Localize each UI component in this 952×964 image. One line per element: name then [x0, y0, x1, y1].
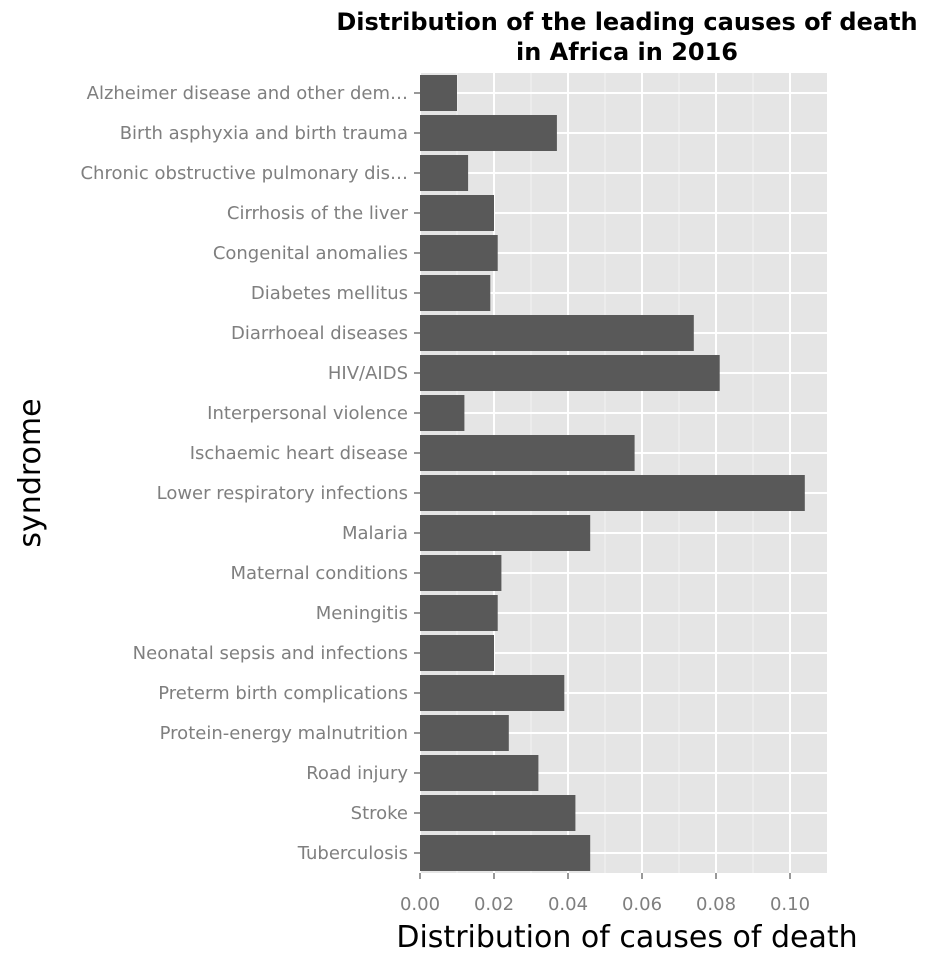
y-tick-label: Meningitis: [316, 603, 408, 624]
y-tick-label: Congenital anomalies: [213, 243, 408, 264]
y-tick-label: Interpersonal violence: [207, 403, 408, 424]
bar: [420, 595, 498, 631]
bar: [420, 515, 591, 551]
y-tick-label: Protein-energy malnutrition: [160, 723, 408, 744]
bar: [420, 715, 509, 751]
y-tick-label: Neonatal sepsis and infections: [133, 643, 408, 664]
y-tick-label: Lower respiratory infections: [157, 483, 408, 504]
x-tick-label: 0.10: [770, 894, 810, 915]
y-tick-label: Chronic obstructive pulmonary dis…: [80, 163, 408, 184]
y-tick-label: Stroke: [351, 803, 408, 824]
bar: [420, 555, 502, 591]
y-tick-label: Alzheimer disease and other dem…: [87, 83, 408, 104]
x-tick-label: 0.04: [548, 894, 588, 915]
y-tick-label: Preterm birth complications: [158, 683, 408, 704]
bar: [420, 155, 469, 191]
x-tick-label: 0.08: [696, 894, 736, 915]
y-tick-label: HIV/AIDS: [328, 363, 408, 384]
x-tick-label: 0.00: [400, 894, 440, 915]
y-tick-label: Tuberculosis: [297, 843, 408, 864]
bar: [420, 675, 565, 711]
x-tick-label: 0.02: [474, 894, 514, 915]
x-axis-title: Distribution of causes of death: [396, 920, 857, 955]
plot-panel: [420, 73, 827, 873]
y-tick-label: Birth asphyxia and birth trauma: [120, 123, 408, 144]
y-tick-label: Malaria: [342, 523, 408, 544]
chart-title-line-1: Distribution of the leading causes of de…: [336, 8, 917, 36]
bar: [420, 755, 539, 791]
y-axis-title: syndrome: [13, 398, 48, 547]
bar: [420, 315, 694, 351]
y-tick-label: Maternal conditions: [230, 563, 408, 584]
bar: [420, 75, 457, 111]
bar: [420, 275, 491, 311]
bar: [420, 835, 591, 871]
bar: [420, 635, 494, 671]
y-tick-label: Diarrhoeal diseases: [231, 323, 408, 344]
bar: [420, 115, 557, 151]
x-axis-ticks: 0.00 0.02 0.04 0.06 0.08 0.10: [400, 873, 810, 915]
y-tick-label: Ischaemic heart disease: [190, 443, 408, 464]
bar: [420, 235, 498, 271]
bar: [420, 195, 494, 231]
bar: [420, 395, 465, 431]
x-tick-label: 0.06: [622, 894, 662, 915]
y-tick-label: Road injury: [306, 763, 408, 784]
bars: [420, 75, 805, 871]
bar: [420, 475, 805, 511]
bar: [420, 795, 576, 831]
y-tick-label: Cirrhosis of the liver: [227, 203, 409, 224]
bar: [420, 355, 720, 391]
y-axis-ticks: Alzheimer disease and other dem… Birth as…: [80, 83, 420, 864]
bar: [420, 435, 635, 471]
y-tick-label: Diabetes mellitus: [251, 283, 408, 304]
chart-title-line-2: in Africa in 2016: [516, 38, 738, 66]
